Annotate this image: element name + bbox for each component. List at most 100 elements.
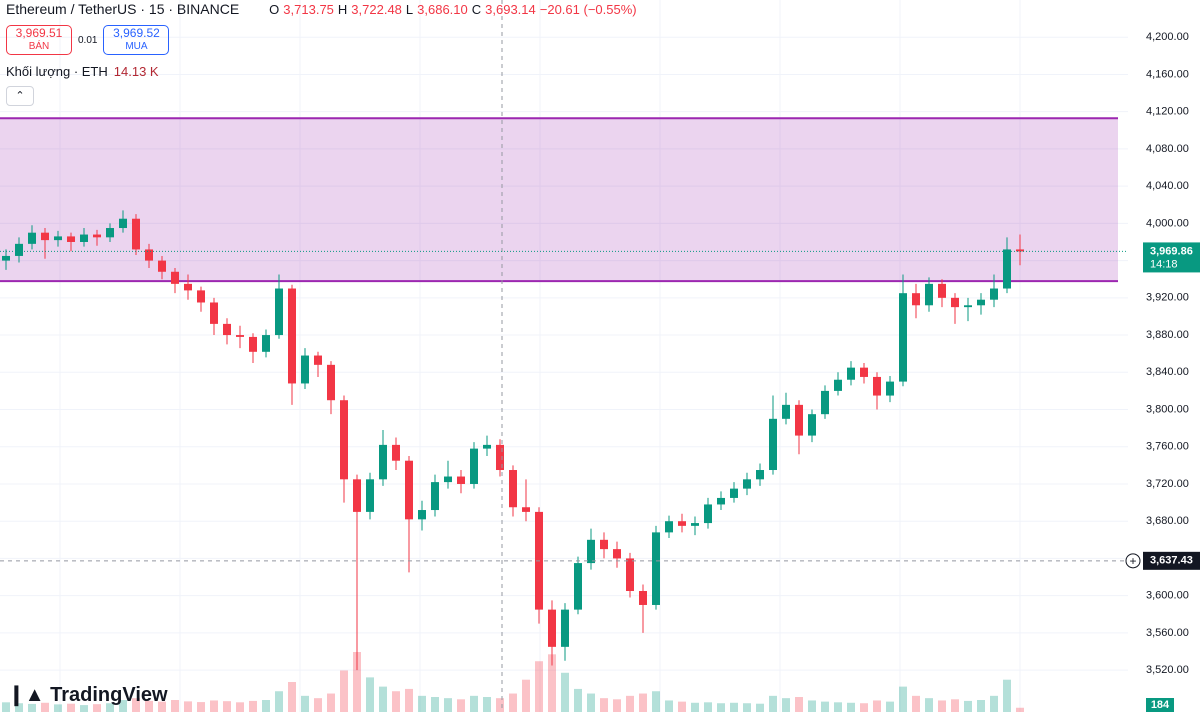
spread: 0.01	[78, 34, 98, 46]
volume-bar	[184, 701, 192, 712]
volume-bar	[756, 703, 764, 712]
crosshair-label-bg	[1143, 551, 1200, 570]
volume-bar	[535, 661, 543, 712]
candle-body	[28, 232, 36, 244]
candle-body	[2, 255, 10, 261]
buy-button[interactable]: 3,969.52 MUA	[103, 25, 170, 55]
candle-body	[457, 476, 465, 484]
volume-bar	[41, 702, 49, 712]
candle-body	[600, 539, 608, 550]
candle-body	[93, 234, 101, 238]
candle-body	[678, 521, 686, 526]
candle-body	[431, 482, 439, 511]
volume-bar	[886, 701, 894, 712]
watermark: ❙▲ TradingView	[8, 682, 168, 707]
countdown: 14:18	[1150, 258, 1178, 270]
candle-body	[379, 444, 387, 480]
ohlc: O 3,713.75 H 3,722.48 L 3,686.10 C 3,693.14 …	[269, 2, 636, 17]
candle-body	[561, 609, 569, 647]
volume-bar	[93, 704, 101, 712]
volume-bar	[158, 701, 166, 712]
candle-body	[15, 243, 23, 256]
volume-bar	[925, 698, 933, 712]
volume-bar	[574, 688, 582, 712]
ohlc-key: O	[269, 1, 280, 17]
volume-bar	[847, 702, 855, 712]
candle-body	[613, 549, 621, 559]
volume-bar	[665, 700, 673, 712]
logo-icon: ❙▲	[8, 684, 51, 706]
watermark-text: TradingView	[50, 684, 168, 706]
volume-bar	[249, 700, 257, 712]
crosshair-plus	[1125, 553, 1141, 569]
ohlc-key: L	[405, 1, 414, 17]
volume-bar	[795, 697, 803, 712]
candle-body	[730, 488, 738, 498]
candle-body	[197, 290, 205, 303]
volume-bar	[288, 682, 296, 712]
volume-bar	[808, 700, 816, 712]
change: −20.61 (−0.55%)	[539, 1, 637, 17]
ohlc-value: 3,722.48	[351, 1, 402, 17]
candle-body	[262, 335, 270, 352]
volume-bar	[587, 693, 595, 712]
volume-bar	[132, 698, 140, 712]
volume-value: 14.13 K	[113, 64, 159, 79]
volume-bar	[561, 672, 569, 712]
volume-bar	[821, 701, 829, 712]
volume-bar	[444, 698, 452, 712]
sell-label: BÁN	[28, 41, 50, 52]
candle-body	[990, 288, 998, 300]
volume-bar	[67, 703, 75, 712]
volume-bar	[600, 698, 608, 712]
volume-bar	[301, 695, 309, 712]
y-tick-label: 4,040.00	[1146, 180, 1189, 192]
volume-bar	[457, 699, 465, 712]
y-tick-label: 3,560.00	[1146, 627, 1189, 639]
volume-bar	[717, 703, 725, 712]
candle-body	[912, 293, 920, 306]
collapse-button[interactable]: ⌃	[6, 86, 34, 106]
volume-bar	[834, 702, 842, 712]
candle-body	[691, 523, 699, 526]
buy-price: 3,969.52	[113, 26, 160, 40]
candle-body	[171, 271, 179, 284]
candle-body	[639, 591, 647, 605]
candle-body	[795, 404, 803, 436]
candle-body	[405, 460, 413, 520]
volume-bar	[327, 693, 335, 712]
candle-body	[899, 293, 907, 382]
candle-body	[80, 234, 88, 242]
sell-button[interactable]: 3,969.51 BÁN	[6, 25, 72, 55]
symbol: Ethereum / TetherUS · 15 · BINANCE	[6, 1, 240, 17]
candle-body	[327, 364, 335, 401]
candle-body	[886, 381, 894, 396]
volume-bar	[769, 695, 777, 712]
volume-bar	[379, 686, 387, 712]
candle-body	[249, 336, 257, 352]
candle-body	[938, 283, 946, 298]
last-price-bg	[1143, 242, 1200, 273]
y-tick-label: 3,760.00	[1146, 441, 1189, 453]
candle-body	[977, 299, 985, 306]
candle-body	[821, 390, 829, 415]
volume-bar	[938, 700, 946, 712]
candle-body	[340, 400, 348, 480]
volume-bar	[210, 700, 218, 712]
candle-body	[444, 476, 452, 483]
candle-body	[860, 367, 868, 377]
volume-bar	[15, 703, 23, 712]
candle-body	[1003, 249, 1011, 289]
volume-bar	[470, 695, 478, 712]
candle-body	[366, 479, 374, 512]
volume-bar	[80, 705, 88, 712]
volume-bar	[314, 698, 322, 712]
volume-bar	[145, 700, 153, 712]
y-tick-label: 3,680.00	[1146, 515, 1189, 527]
candle-body	[509, 470, 517, 508]
candle-body	[808, 414, 816, 436]
candle-body	[184, 283, 192, 291]
volume-bar	[990, 695, 998, 712]
